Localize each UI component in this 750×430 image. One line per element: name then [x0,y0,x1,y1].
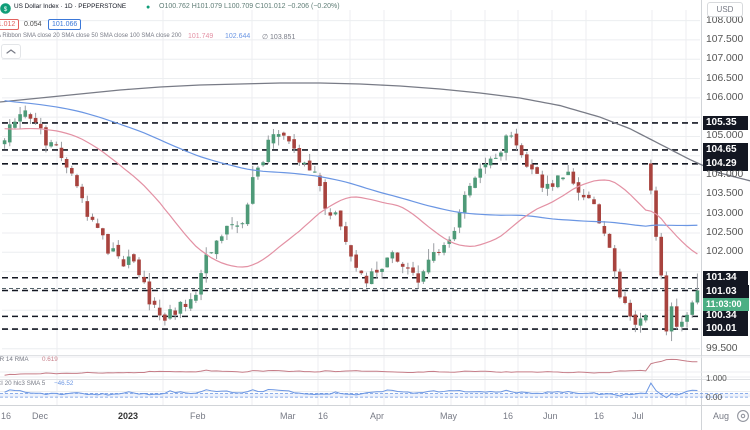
svg-text:$: $ [4,6,8,13]
